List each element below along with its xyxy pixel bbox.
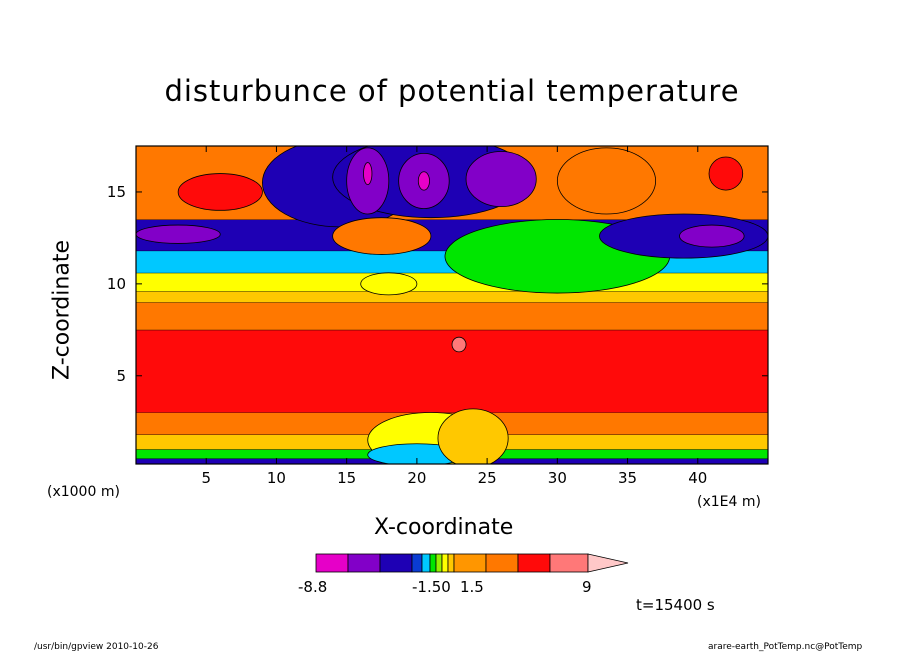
x-tick-label: 15 bbox=[337, 469, 357, 487]
contour-blob bbox=[465, 151, 537, 208]
contour-blob bbox=[417, 171, 430, 191]
x-tick-label: 20 bbox=[407, 469, 427, 487]
plot-frame bbox=[135, 145, 769, 465]
colorbar-arrow bbox=[587, 553, 629, 573]
contour-blob bbox=[332, 217, 432, 255]
y-tick-label: 15 bbox=[106, 182, 126, 201]
contour-blob bbox=[437, 408, 509, 464]
contour-blob bbox=[679, 224, 745, 248]
colorbar-label-pos: 1.5 bbox=[460, 578, 484, 596]
x-tick-label: 30 bbox=[547, 469, 567, 487]
colorbar-swatch bbox=[421, 553, 431, 573]
x-tick-label: 10 bbox=[266, 469, 286, 487]
y-tick-label: 5 bbox=[116, 366, 126, 385]
axis-ticks bbox=[136, 146, 768, 464]
colorbar-label-neg: -1.50 bbox=[412, 578, 451, 596]
x-tick-label: 25 bbox=[477, 469, 497, 487]
contour-band bbox=[136, 272, 768, 292]
contour-band bbox=[136, 302, 768, 330]
contour-blob bbox=[556, 147, 657, 215]
contour-blob bbox=[360, 272, 418, 296]
y-tick-label: 10 bbox=[106, 274, 126, 293]
contour-blob bbox=[177, 173, 263, 211]
colorbar-label-min: -8.8 bbox=[298, 578, 328, 596]
footer-right: arare-earth_PotTemp.nc@PotTemp bbox=[708, 642, 863, 652]
colorbar-swatch bbox=[315, 553, 349, 573]
colorbar-swatch bbox=[441, 553, 449, 573]
colorbar-swatch bbox=[485, 553, 519, 573]
colorbar bbox=[315, 553, 629, 573]
x-axis-label: X-coordinate bbox=[374, 515, 514, 540]
x-tick-label: 40 bbox=[688, 469, 708, 487]
contour-blob bbox=[451, 336, 467, 353]
x-tick-label: 35 bbox=[618, 469, 638, 487]
colorbar-swatch bbox=[411, 553, 423, 573]
colorbar-swatch bbox=[435, 553, 443, 573]
colorbar-label-max: 9 bbox=[582, 578, 592, 596]
x-unit-label: (x1000 m) bbox=[47, 484, 120, 500]
contour-field bbox=[136, 146, 768, 464]
colorbar-swatch bbox=[517, 553, 551, 573]
contour-blob bbox=[136, 224, 221, 244]
colorbar-swatch bbox=[379, 553, 413, 573]
colorbar-swatch bbox=[447, 553, 455, 573]
y-axis-label: Z-coordinate bbox=[49, 240, 75, 380]
time-label: t=15400 s bbox=[636, 596, 715, 614]
contour-blob bbox=[708, 156, 744, 191]
x-tick-label: 5 bbox=[201, 469, 211, 487]
colorbar-swatch bbox=[453, 553, 487, 573]
colorbar-swatch bbox=[347, 553, 381, 573]
colorbar-swatch bbox=[549, 553, 589, 573]
colorbar-swatch bbox=[429, 553, 437, 573]
contour-band bbox=[136, 291, 768, 303]
contour-blob bbox=[363, 162, 373, 186]
chart-title: disturbunce of potential temperature bbox=[164, 74, 740, 108]
footer-left: /usr/bin/gpview 2010-10-26 bbox=[34, 642, 159, 652]
x-scale-label: (x1E4 m) bbox=[697, 494, 761, 510]
